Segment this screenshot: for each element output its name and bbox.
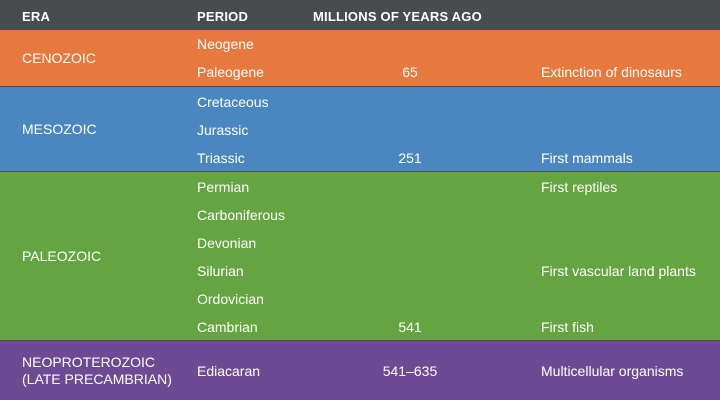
era-name: CENOZOIC — [22, 50, 96, 66]
table-row: Carboniferous — [0, 201, 720, 229]
era-cenozoic: CENOZOIC Neogene Paleogene 65 Extinction… — [0, 30, 720, 86]
table-row: Triassic 251 First mammals — [0, 144, 720, 172]
table-row: Paleogene 65 Extinction of dinosaurs — [0, 58, 720, 86]
event-text: First vascular land plants — [541, 263, 696, 279]
mya-value: 251 — [398, 150, 422, 166]
period-name: Devonian — [197, 235, 257, 251]
table-row: Devonian — [0, 229, 720, 257]
period-name: Paleogene — [197, 64, 264, 80]
era-neoproterozoic: NEOPROTEROZOIC (LATE PRECAMBRIAN) Ediaca… — [0, 341, 720, 400]
header-period: PERIOD — [197, 9, 249, 24]
period-name: Cretaceous — [197, 94, 269, 110]
event-text: First fish — [541, 319, 594, 335]
era-name: PALEOZOIC — [22, 248, 102, 264]
period-name: Silurian — [197, 263, 244, 279]
period-name: Jurassic — [197, 122, 249, 138]
era-mesozoic: MESOZOIC Cretaceous Jurassic Triassic 25… — [0, 87, 720, 171]
table-row: Silurian First vascular land plants — [0, 257, 720, 285]
table-row: Jurassic — [0, 116, 720, 144]
header-era: ERA — [22, 9, 51, 24]
event-text: Extinction of dinosaurs — [541, 64, 682, 80]
table-header: ERA PERIOD MILLIONS OF YEARS AGO — [0, 0, 720, 30]
era-name: NEOPROTEROZOIC (LATE PRECAMBRIAN) — [22, 354, 172, 388]
table-row: Cambrian 541 First fish — [0, 313, 720, 341]
era-paleozoic: PALEOZOIC Permian First reptiles Carboni… — [0, 172, 720, 340]
table-row: Ordovician — [0, 285, 720, 313]
era-name: MESOZOIC — [22, 121, 97, 137]
event-text: First mammals — [541, 150, 633, 166]
period-name: Ediacaran — [197, 363, 261, 379]
mya-value: 65 — [402, 64, 418, 80]
table-row: Cretaceous — [0, 88, 720, 116]
table-row: Neogene — [0, 30, 720, 58]
event-text: First reptiles — [541, 179, 618, 195]
period-name: Neogene — [197, 36, 254, 52]
mya-value: 541–635 — [382, 363, 438, 379]
mya-value: 541 — [398, 319, 422, 335]
period-name: Permian — [197, 179, 250, 195]
period-name: Carboniferous — [197, 207, 285, 223]
era-name-line-1: NEOPROTEROZOIC — [22, 354, 156, 370]
table-row: Permian First reptiles — [0, 173, 720, 201]
table-row: Ediacaran 541–635 Multicellular organism… — [0, 357, 720, 385]
period-name: Triassic — [197, 150, 245, 166]
period-name: Ordovician — [197, 291, 264, 307]
header-mya: MILLIONS OF YEARS AGO — [313, 9, 482, 24]
era-name-line-2: (LATE PRECAMBRIAN) — [22, 371, 172, 387]
period-name: Cambrian — [197, 319, 258, 335]
event-text: Multicellular organisms — [541, 363, 684, 379]
